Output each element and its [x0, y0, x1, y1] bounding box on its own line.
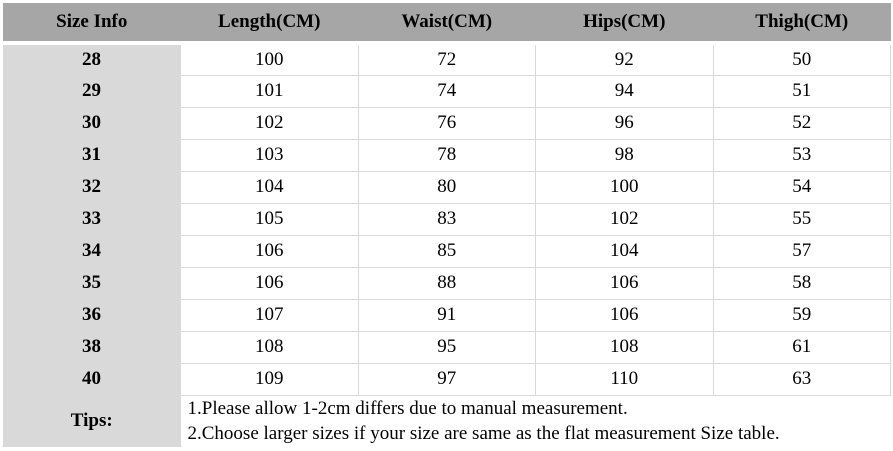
- thigh-cell: 55: [712, 202, 891, 236]
- size-cell: 30: [3, 107, 181, 139]
- table-row: 36 107 91 106 59: [3, 298, 891, 332]
- table-row: 32 104 80 100 54: [3, 170, 891, 204]
- thigh-cell: 59: [712, 298, 891, 332]
- hips-cell: 92: [535, 42, 714, 76]
- length-cell: 107: [180, 298, 359, 332]
- waist-cell: 91: [357, 298, 536, 332]
- table-row: 40 109 97 110 63: [3, 362, 891, 396]
- waist-cell: 85: [357, 234, 536, 268]
- hips-cell: 108: [535, 330, 714, 364]
- waist-cell: 76: [357, 106, 536, 140]
- header-row: Size Info Length(CM) Waist(CM) Hips(CM) …: [3, 3, 891, 45]
- thigh-cell: 53: [712, 138, 891, 172]
- header-waist: Waist(CM): [358, 3, 536, 45]
- size-cell: 40: [3, 363, 181, 395]
- hips-cell: 104: [535, 234, 714, 268]
- length-cell: 100: [180, 42, 359, 76]
- size-cell: 28: [3, 43, 181, 75]
- header-length: Length(CM): [180, 3, 358, 45]
- thigh-cell: 54: [712, 170, 891, 204]
- waist-cell: 95: [357, 330, 536, 364]
- tips-label: Tips:: [3, 395, 181, 447]
- waist-cell: 72: [357, 42, 536, 76]
- tip-line-1: 1.Please allow 1-2cm differs due to manu…: [187, 398, 628, 420]
- tips-text: 1.Please allow 1-2cm differs due to manu…: [180, 395, 891, 447]
- table-row: 31 103 78 98 53: [3, 138, 891, 172]
- thigh-cell: 51: [712, 74, 891, 108]
- thigh-cell: 57: [712, 234, 891, 268]
- hips-cell: 94: [535, 74, 714, 108]
- length-cell: 108: [180, 330, 359, 364]
- table-row: 30 102 76 96 52: [3, 106, 891, 140]
- waist-cell: 83: [357, 202, 536, 236]
- header-thigh: Thigh(CM): [713, 3, 891, 45]
- thigh-cell: 61: [712, 330, 891, 364]
- hips-cell: 102: [535, 202, 714, 236]
- waist-cell: 88: [357, 266, 536, 300]
- table-row: 38 108 95 108 61: [3, 330, 891, 364]
- length-cell: 109: [180, 362, 359, 396]
- table-row: 34 106 85 104 57: [3, 234, 891, 268]
- size-cell: 36: [3, 299, 181, 331]
- thigh-cell: 52: [712, 106, 891, 140]
- waist-cell: 74: [357, 74, 536, 108]
- length-cell: 106: [180, 234, 359, 268]
- tips-row: Tips: 1.Please allow 1-2cm differs due t…: [3, 395, 891, 447]
- hips-cell: 110: [535, 362, 714, 396]
- size-cell: 33: [3, 203, 181, 235]
- table-row: 28 100 72 92 50: [3, 42, 891, 76]
- header-size-info: Size Info: [3, 3, 181, 45]
- hips-cell: 96: [535, 106, 714, 140]
- table-row: 29 101 74 94 51: [3, 74, 891, 108]
- table-row: 35 106 88 106 58: [3, 266, 891, 300]
- length-cell: 104: [180, 170, 359, 204]
- tip-line-2: 2.Choose larger sizes if your size are s…: [187, 423, 780, 445]
- waist-cell: 97: [357, 362, 536, 396]
- size-cell: 32: [3, 171, 181, 203]
- length-cell: 101: [180, 74, 359, 108]
- hips-cell: 106: [535, 266, 714, 300]
- hips-cell: 106: [535, 298, 714, 332]
- length-cell: 105: [180, 202, 359, 236]
- thigh-cell: 63: [712, 362, 891, 396]
- hips-cell: 98: [535, 138, 714, 172]
- header-hips: Hips(CM): [535, 3, 713, 45]
- size-cell: 34: [3, 235, 181, 267]
- waist-cell: 80: [357, 170, 536, 204]
- waist-cell: 78: [357, 138, 536, 172]
- length-cell: 102: [180, 106, 359, 140]
- thigh-cell: 58: [712, 266, 891, 300]
- length-cell: 106: [180, 266, 359, 300]
- size-cell: 35: [3, 267, 181, 299]
- length-cell: 103: [180, 138, 359, 172]
- size-cell: 38: [3, 331, 181, 363]
- size-cell: 29: [3, 75, 181, 107]
- table-row: 33 105 83 102 55: [3, 202, 891, 236]
- thigh-cell: 50: [712, 42, 891, 76]
- size-chart-table: Size Info Length(CM) Waist(CM) Hips(CM) …: [3, 3, 891, 447]
- hips-cell: 100: [535, 170, 714, 204]
- size-cell: 31: [3, 139, 181, 171]
